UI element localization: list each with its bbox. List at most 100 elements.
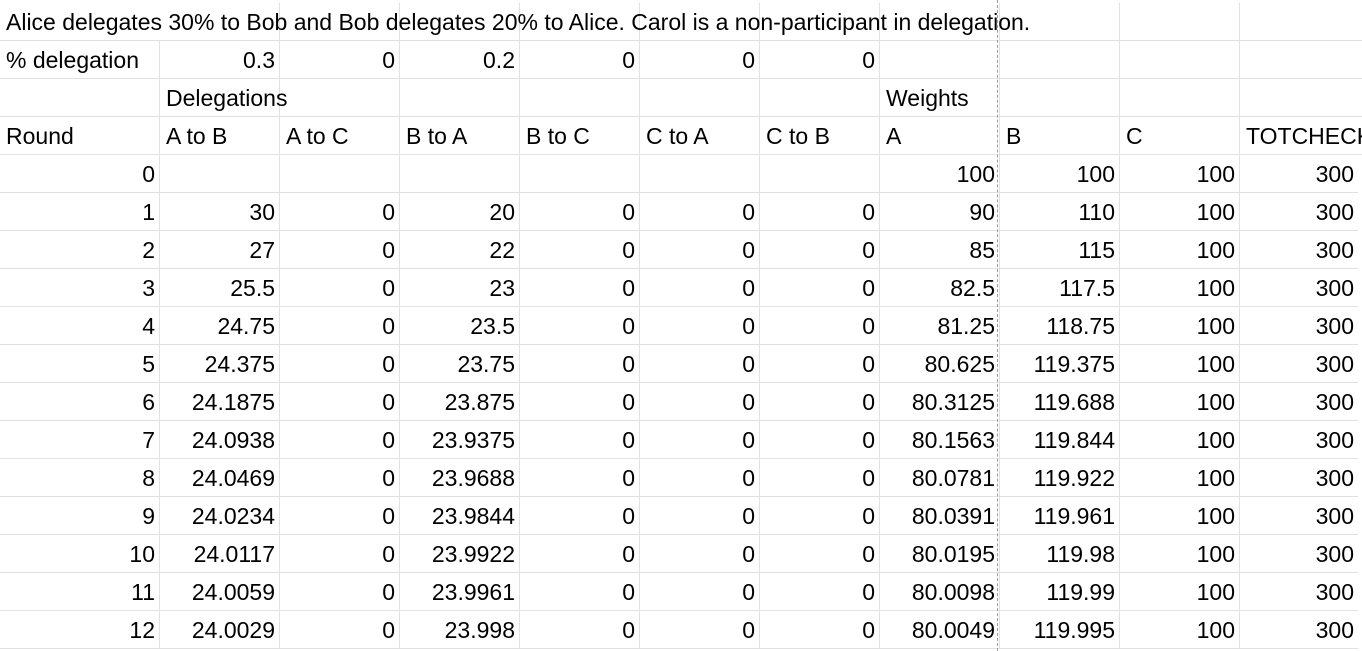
cell-c-to-a[interactable]: 0 [640,231,760,269]
cell-totcheck[interactable]: 300 [1240,383,1358,421]
cell-c-to-b[interactable]: 0 [760,421,880,459]
cell-weight-c[interactable]: 100 [1120,155,1240,193]
cell-weight-a[interactable]: 80.625 [880,345,1000,383]
header-weight-b[interactable]: B [1000,117,1120,155]
cell-a-to-b[interactable]: 24.375 [160,345,280,383]
cell-empty[interactable] [1240,79,1362,117]
cell-round[interactable]: 5 [0,345,160,383]
cell-b-to-a[interactable]: 23 [400,269,520,307]
cell-round[interactable]: 8 [0,459,160,497]
cell-weight-b[interactable]: 115 [1000,231,1120,269]
cell-totcheck[interactable]: 300 [1240,231,1358,269]
cell-empty[interactable] [400,79,520,117]
cell-a-to-b[interactable]: 24.0234 [160,497,280,535]
cell-b-to-a[interactable]: 23.9922 [400,535,520,573]
cell-b-to-c[interactable]: 0 [520,421,640,459]
cell-weight-a[interactable]: 80.0391 [880,497,1000,535]
cell-empty[interactable] [1120,41,1240,79]
cell-totcheck[interactable]: 300 [1240,611,1358,649]
header-round[interactable]: Round [0,117,160,155]
cell-a-to-c[interactable]: 0 [280,307,400,345]
cell-weight-c[interactable]: 100 [1120,611,1240,649]
header-b-to-a[interactable]: B to A [400,117,520,155]
cell-weight-c[interactable]: 100 [1120,383,1240,421]
cell-a-to-b[interactable]: 24.75 [160,307,280,345]
cell-a-to-c[interactable]: 0 [280,193,400,231]
cell-weight-b[interactable]: 119.98 [1000,535,1120,573]
cell-b-to-c[interactable]: 0 [520,307,640,345]
cell-weight-b[interactable]: 100 [1000,155,1120,193]
cell-empty[interactable] [1240,41,1362,79]
cell-c-to-b[interactable]: 0 [760,193,880,231]
cell-totcheck[interactable]: 300 [1240,535,1358,573]
cell-b-to-a[interactable]: 23.75 [400,345,520,383]
cell-empty[interactable] [0,79,160,117]
cell-round[interactable]: 12 [0,611,160,649]
cell-empty[interactable] [280,79,400,117]
cell-b-to-a[interactable]: 22 [400,231,520,269]
cell-weight-a[interactable]: 81.25 [880,307,1000,345]
cell-weight-c[interactable]: 100 [1120,535,1240,573]
cell-c-to-a[interactable]: 0 [640,573,760,611]
cell-totcheck[interactable]: 300 [1240,497,1358,535]
delegation-value-cell[interactable]: 0 [280,41,400,79]
cell-a-to-b[interactable]: 30 [160,193,280,231]
cell-empty[interactable] [1000,79,1120,117]
cell-c-to-a[interactable]: 0 [640,421,760,459]
cell-weight-b[interactable]: 118.75 [1000,307,1120,345]
cell-weight-c[interactable]: 100 [1120,421,1240,459]
cell-b-to-a[interactable]: 23.5 [400,307,520,345]
cell-weight-c[interactable]: 100 [1120,269,1240,307]
cell-a-to-b[interactable]: 24.1875 [160,383,280,421]
cell-b-to-c[interactable] [520,155,640,193]
delegation-value-cell[interactable]: 0.2 [400,41,520,79]
cell-c-to-b[interactable]: 0 [760,231,880,269]
cell-b-to-a[interactable]: 20 [400,193,520,231]
cell-a-to-c[interactable]: 0 [280,269,400,307]
cell-weight-c[interactable]: 100 [1120,307,1240,345]
cell-totcheck[interactable]: 300 [1240,573,1358,611]
cell-a-to-b[interactable]: 24.0059 [160,573,280,611]
cell-b-to-c[interactable]: 0 [520,497,640,535]
cell-a-to-b[interactable]: 24.0117 [160,535,280,573]
delegation-label-cell[interactable]: % delegation [0,41,160,79]
header-a-to-b[interactable]: A to B [160,117,280,155]
cell-c-to-b[interactable]: 0 [760,573,880,611]
cell-a-to-c[interactable]: 0 [280,459,400,497]
cell-a-to-b[interactable]: 24.0469 [160,459,280,497]
cell-weight-c[interactable]: 100 [1120,459,1240,497]
header-b-to-c[interactable]: B to C [520,117,640,155]
cell-c-to-b[interactable]: 0 [760,307,880,345]
cell-c-to-b[interactable]: 0 [760,459,880,497]
cell-b-to-c[interactable]: 0 [520,193,640,231]
cell-a-to-b[interactable] [160,155,280,193]
delegation-value-cell[interactable]: 0 [520,41,640,79]
cell-weight-b[interactable]: 119.844 [1000,421,1120,459]
cell-round[interactable]: 6 [0,383,160,421]
weights-group-header[interactable]: Weights [880,79,1000,117]
cell-round[interactable]: 1 [0,193,160,231]
cell-c-to-a[interactable]: 0 [640,611,760,649]
cell-a-to-c[interactable]: 0 [280,611,400,649]
header-c-to-a[interactable]: C to A [640,117,760,155]
cell-a-to-c[interactable]: 0 [280,383,400,421]
cell-weight-b[interactable]: 110 [1000,193,1120,231]
cell-b-to-c[interactable]: 0 [520,573,640,611]
delegation-value-cell[interactable]: 0 [760,41,880,79]
cell-b-to-c[interactable]: 0 [520,269,640,307]
cell-c-to-b[interactable] [760,155,880,193]
cell-weight-b[interactable]: 119.995 [1000,611,1120,649]
cell-round[interactable]: 3 [0,269,160,307]
cell-a-to-b[interactable]: 27 [160,231,280,269]
cell-weight-a[interactable]: 80.0781 [880,459,1000,497]
cell-weight-c[interactable]: 100 [1120,193,1240,231]
cell-empty[interactable] [1000,41,1120,79]
cell-b-to-c[interactable]: 0 [520,611,640,649]
cell-a-to-c[interactable] [280,155,400,193]
delegations-group-header[interactable]: Delegations [160,79,287,117]
cell-round[interactable]: 2 [0,231,160,269]
cell-b-to-c[interactable]: 0 [520,459,640,497]
cell-a-to-c[interactable]: 0 [280,231,400,269]
cell-c-to-b[interactable]: 0 [760,383,880,421]
cell-c-to-b[interactable]: 0 [760,497,880,535]
